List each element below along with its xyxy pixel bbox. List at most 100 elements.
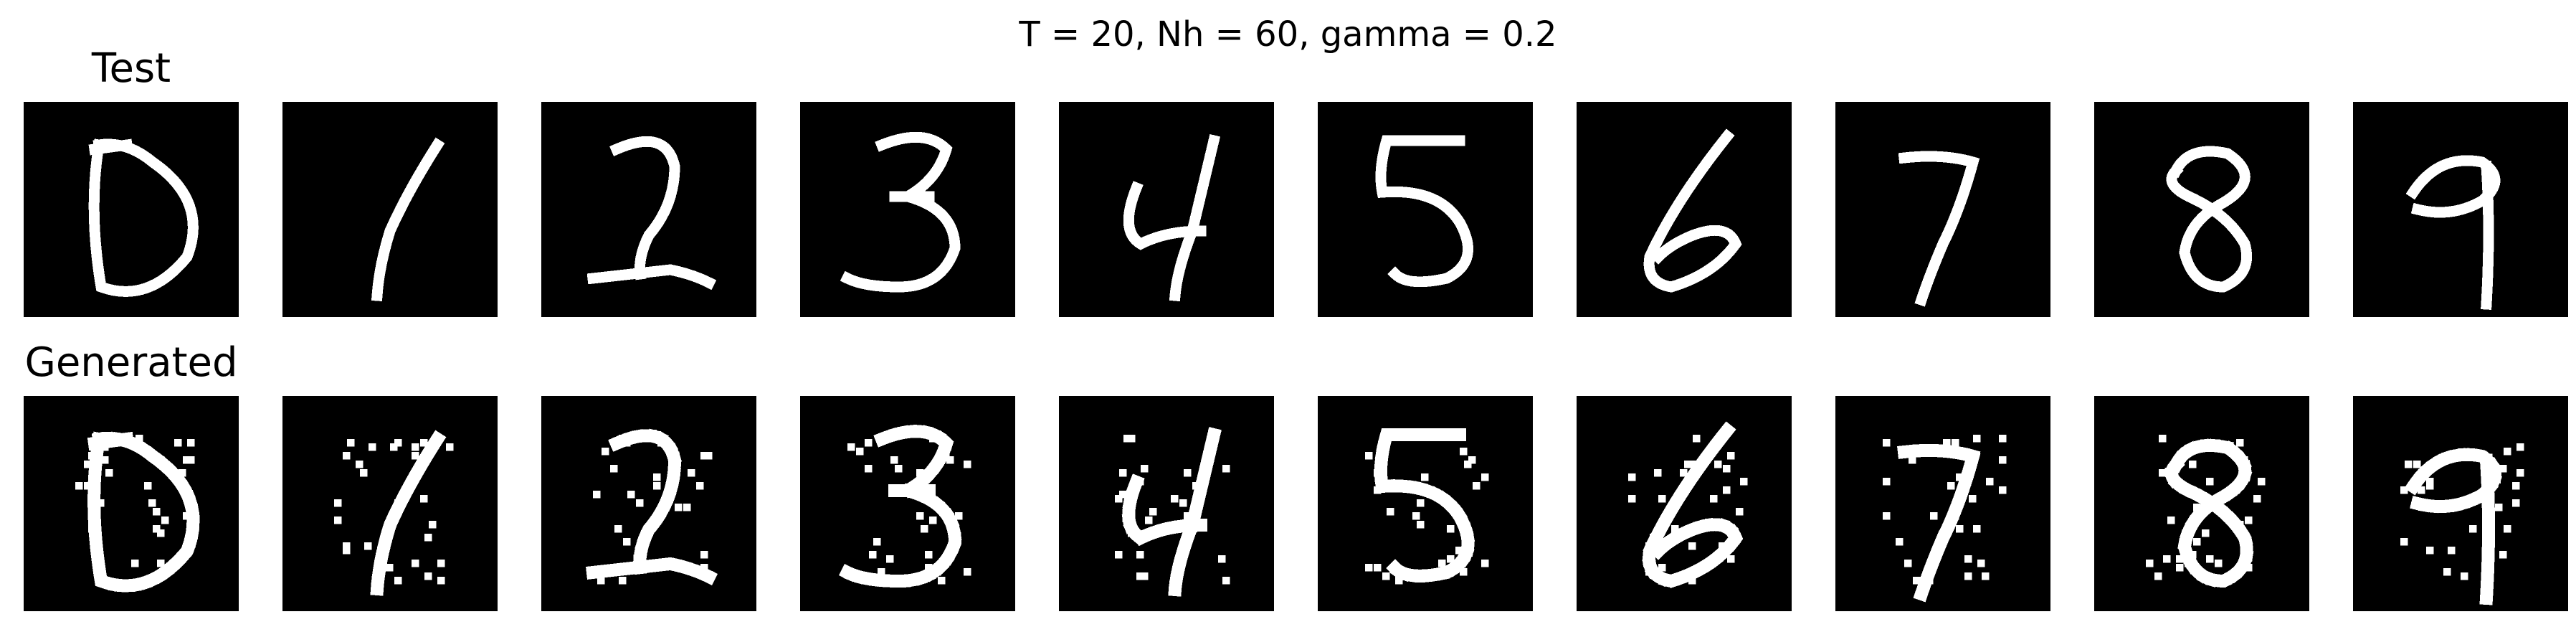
noise-pixel <box>925 564 933 572</box>
noise-pixel <box>153 508 161 516</box>
noise-pixel <box>183 456 191 464</box>
noise-pixel <box>1693 435 1701 443</box>
noise-pixel <box>1723 465 1731 473</box>
test-digit-1-image <box>282 102 498 317</box>
noise-pixel <box>343 452 351 460</box>
test-digit-8-image <box>2094 102 2309 317</box>
digit-stroke <box>2405 155 2501 310</box>
noise-pixel <box>1671 525 1679 533</box>
noise-pixel <box>420 495 428 503</box>
noise-pixel <box>1481 560 1489 567</box>
noise-pixel <box>2210 499 2218 507</box>
noise-pixel <box>84 461 92 468</box>
noise-pixel <box>2159 469 2167 477</box>
noise-pixel <box>1676 529 1683 537</box>
noise-pixel <box>593 491 601 499</box>
noise-pixel <box>437 577 445 585</box>
noise-pixel <box>2461 499 2468 507</box>
noise-pixel <box>683 504 691 511</box>
noise-pixel <box>2163 555 2171 563</box>
noise-pixel <box>1115 551 1123 559</box>
noise-pixel <box>619 435 627 443</box>
noise-pixel <box>386 564 394 572</box>
noise-pixel <box>636 499 644 507</box>
digit-stroke <box>87 431 200 593</box>
noise-pixel <box>653 482 661 490</box>
noise-pixel <box>2448 547 2456 555</box>
noise-pixel <box>1468 456 1476 464</box>
noise-pixel <box>364 542 372 550</box>
digit-stroke <box>1898 151 1980 307</box>
noise-pixel <box>2461 572 2468 580</box>
noise-pixel <box>1464 538 1472 546</box>
noise-pixel <box>1904 560 1912 567</box>
noise-pixel <box>700 452 708 460</box>
noise-pixel <box>1119 491 1127 499</box>
noise-pixel <box>2516 469 2524 477</box>
noise-pixel <box>1365 452 1373 460</box>
noise-pixel <box>2418 486 2425 494</box>
noise-pixel <box>1128 435 1136 443</box>
noise-pixel <box>1658 495 1666 503</box>
digit-stroke <box>1122 427 1222 597</box>
digit-stroke <box>838 425 962 588</box>
noise-pixel <box>700 551 708 559</box>
noise-pixel <box>356 461 363 468</box>
noise-pixel <box>2176 555 2184 563</box>
noise-pixel <box>1684 461 1692 468</box>
noise-pixel <box>1719 542 1726 550</box>
noise-pixel <box>2512 499 2520 507</box>
noise-pixel <box>886 555 894 563</box>
generated-digit-9-image <box>2353 396 2568 611</box>
noise-pixel <box>1460 448 1468 456</box>
row-label-generated: Generated <box>24 339 238 386</box>
noise-pixel <box>653 473 661 481</box>
noise-pixel <box>179 469 186 477</box>
noise-pixel <box>437 560 445 567</box>
noise-pixel <box>131 560 139 567</box>
noise-pixel <box>2167 517 2175 524</box>
noise-pixel <box>597 577 605 585</box>
row-label-test: Test <box>91 45 171 92</box>
generated-digit-3-image <box>800 396 1015 611</box>
noise-pixel <box>1926 577 1934 585</box>
noise-pixel <box>1141 465 1149 473</box>
noise-pixel <box>1654 469 1662 477</box>
noise-pixel <box>101 443 109 451</box>
noise-pixel <box>183 512 191 520</box>
noise-pixel <box>394 499 402 507</box>
noise-pixel <box>1447 555 1455 563</box>
noise-pixel <box>101 456 109 464</box>
noise-pixel <box>688 564 695 572</box>
noise-pixel <box>1184 469 1192 477</box>
noise-pixel <box>1896 538 1904 546</box>
noise-pixel <box>2499 551 2507 559</box>
noise-pixel <box>1883 439 1891 447</box>
noise-pixel <box>1115 495 1123 503</box>
noise-pixel <box>1447 525 1455 533</box>
noise-pixel <box>1969 495 1977 503</box>
noise-pixel <box>1956 473 1964 481</box>
noise-pixel <box>675 504 683 511</box>
noise-pixel <box>890 456 898 464</box>
noise-pixel <box>2253 495 2261 503</box>
noise-pixel <box>1222 465 1230 473</box>
noise-pixel <box>964 461 971 468</box>
noise-pixel <box>1688 542 1696 550</box>
noise-pixel <box>1136 551 1144 559</box>
noise-pixel <box>1952 512 1959 520</box>
noise-pixel <box>187 439 195 447</box>
noise-pixel <box>1222 577 1230 585</box>
noise-pixel <box>2499 465 2507 473</box>
noise-pixel <box>2413 461 2421 468</box>
noise-pixel <box>623 538 631 546</box>
noise-pixel <box>1460 568 1468 576</box>
noise-pixel <box>2443 568 2451 576</box>
noise-pixel <box>97 499 105 507</box>
noise-pixel <box>1473 482 1481 490</box>
noise-pixel <box>2456 499 2464 507</box>
noise-pixel <box>187 456 195 464</box>
noise-pixel <box>1727 555 1735 563</box>
noise-pixel <box>1464 461 1472 468</box>
noise-pixel <box>933 568 941 576</box>
